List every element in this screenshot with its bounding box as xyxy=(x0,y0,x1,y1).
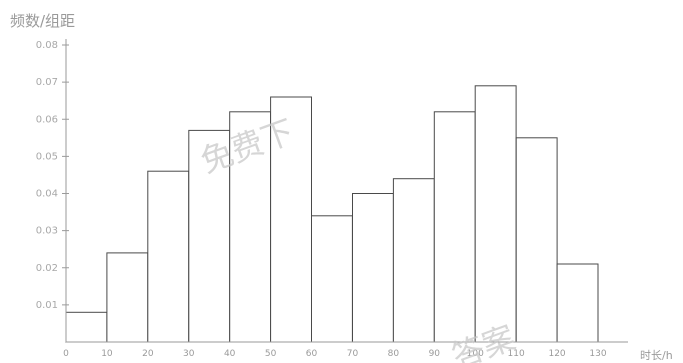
x-tick-label: 10 xyxy=(101,349,113,359)
x-tick-label: 100 xyxy=(467,349,484,359)
x-tick-label: 130 xyxy=(589,349,606,359)
histogram-bar xyxy=(188,129,231,343)
bars-layer xyxy=(65,85,599,343)
histogram-bar xyxy=(556,263,599,343)
y-tick-label: 0.05 xyxy=(36,151,58,162)
x-tick-label: 120 xyxy=(548,349,565,359)
x-axis-unit-label: 时长/h xyxy=(640,349,673,362)
axes-layer xyxy=(62,39,628,343)
x-tick-label: 20 xyxy=(142,349,154,359)
histogram-bar xyxy=(65,311,108,343)
chart-title: 频数/组距 xyxy=(10,12,75,30)
x-tick-label: 0 xyxy=(63,349,69,359)
labels-layer: 0.01 0.02 0.03 0.04 0.05 0.06 0.07 0.08 0 10 20 30 4… xyxy=(36,40,607,359)
x-tick-label: 80 xyxy=(388,349,400,359)
histogram-bar xyxy=(229,111,272,343)
x-tick-label: 30 xyxy=(183,349,195,359)
y-tick-label: 0.07 xyxy=(36,77,58,88)
x-tick-label: 90 xyxy=(429,349,441,359)
histogram-bar xyxy=(433,111,476,343)
histogram-bar xyxy=(147,170,190,343)
y-tick-label: 0.08 xyxy=(36,40,58,51)
x-tick-label: 50 xyxy=(265,349,277,359)
y-tick-label: 0.01 xyxy=(36,300,58,311)
histogram-bar xyxy=(352,193,394,343)
y-tick-label: 0.03 xyxy=(36,226,58,237)
y-tick-label: 0.02 xyxy=(36,263,58,274)
x-tick-label: 70 xyxy=(347,349,359,359)
x-tick-label: 110 xyxy=(508,349,525,359)
histogram-bar xyxy=(515,137,558,343)
histogram-bar xyxy=(392,178,435,343)
histogram-bar xyxy=(270,96,313,343)
histogram-bar xyxy=(311,215,353,343)
y-tick-label: 0.06 xyxy=(36,114,58,125)
histogram-bar xyxy=(474,85,517,343)
x-tick-label: 60 xyxy=(306,349,318,359)
y-tick-label: 0.04 xyxy=(36,189,58,200)
x-tick-label: 40 xyxy=(224,349,236,359)
histogram-bar xyxy=(106,252,149,343)
